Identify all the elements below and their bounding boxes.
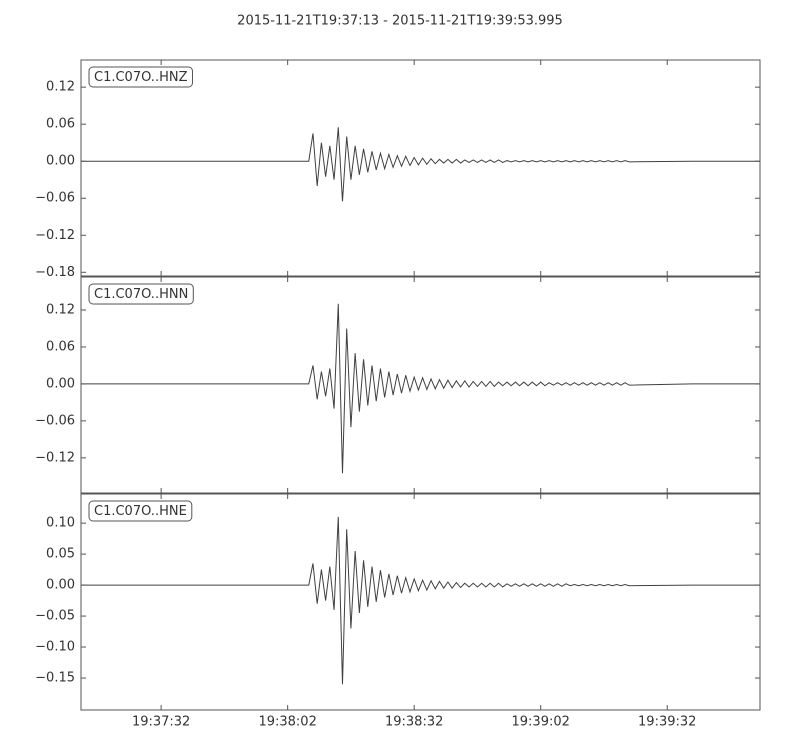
- y-tick-label: −0.12: [35, 228, 75, 243]
- y-tick-label: 0.06: [46, 117, 75, 132]
- y-tick-label: 0.00: [46, 376, 75, 391]
- panel-frame: [80, 276, 761, 494]
- y-tick-label: −0.18: [35, 265, 75, 280]
- y-tick-label: −0.10: [35, 640, 75, 655]
- y-tick-label: −0.05: [35, 609, 75, 624]
- waveform: [81, 516, 760, 685]
- y-tick-label: 0.06: [46, 339, 75, 354]
- trace-label: C1.C07O..HNE: [94, 504, 187, 519]
- label-box: [88, 283, 194, 305]
- y-tick-label: 0.10: [46, 516, 75, 531]
- y-tick-label: 0.12: [46, 302, 75, 317]
- y-tick-label: 0.12: [46, 80, 75, 95]
- trace-label: C1.C07O..HNZ: [94, 70, 188, 85]
- y-tick-label: 0.00: [46, 578, 75, 593]
- trace-label: C1.C07O..HNN: [94, 287, 188, 302]
- label-box: [88, 500, 193, 522]
- y-tick-label: 0.00: [46, 154, 75, 169]
- x-tick-label: 19:38:32: [385, 715, 443, 730]
- label-box: [88, 66, 193, 88]
- panel-frame: [80, 59, 761, 277]
- x-tick-label: 19:39:02: [512, 715, 570, 730]
- plot-title: 2015-11-21T19:37:13 - 2015-11-21T19:39:5…: [237, 14, 563, 29]
- x-tick-label: 19:38:02: [258, 715, 316, 730]
- panel-frame: [80, 493, 761, 711]
- y-tick-label: −0.06: [35, 191, 75, 206]
- waveform: [81, 303, 760, 474]
- y-tick-label: 0.05: [46, 547, 75, 562]
- x-tick-label: 19:37:32: [132, 715, 190, 730]
- waveform: [81, 127, 760, 202]
- x-tick-label: 19:39:32: [638, 715, 696, 730]
- y-tick-label: −0.06: [35, 413, 75, 428]
- y-tick-label: −0.12: [35, 450, 75, 465]
- y-tick-label: −0.15: [35, 671, 75, 686]
